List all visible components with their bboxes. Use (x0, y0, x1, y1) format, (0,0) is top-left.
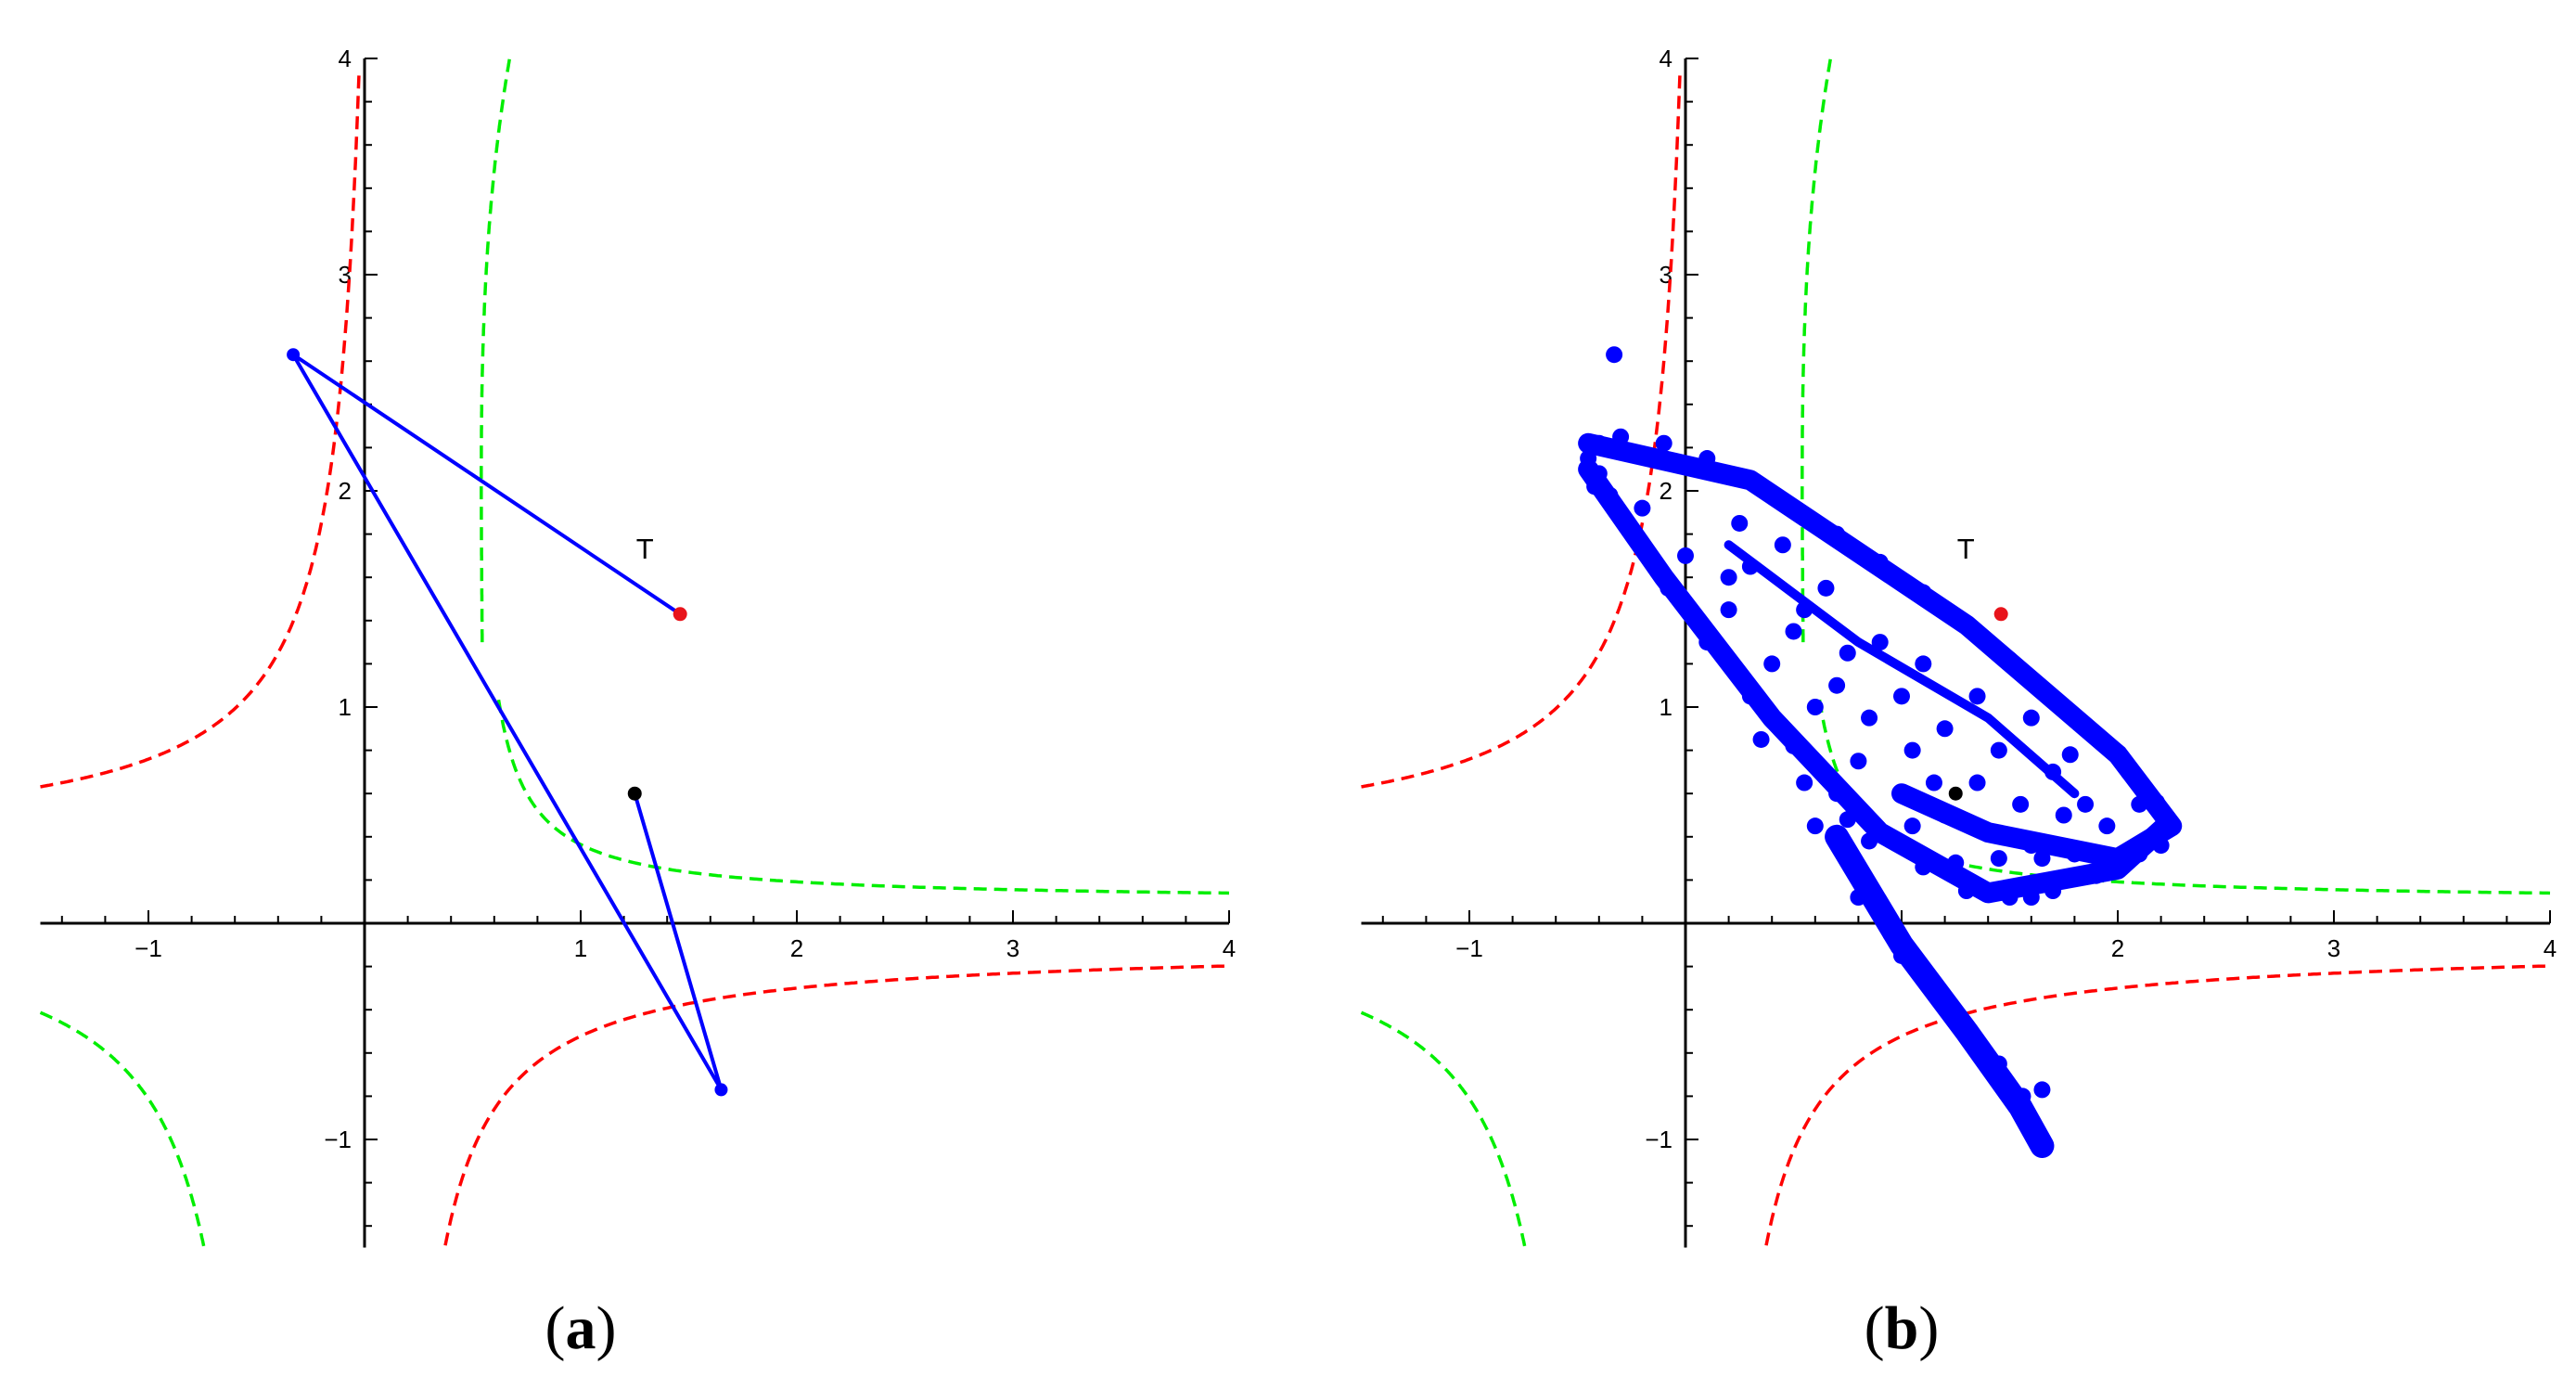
point-T-marker (673, 607, 687, 622)
y-tick-label: −1 (324, 1126, 352, 1153)
scatter-point (1796, 774, 1813, 791)
y-tick-label: 1 (1660, 693, 1672, 721)
scatter-point (2077, 795, 2095, 813)
scatter-point (1655, 434, 1672, 452)
panel-label-letter: b (1885, 1294, 1919, 1362)
scatter-point (1720, 601, 1737, 619)
scatter-point (1839, 644, 1856, 662)
x-tick-label: 3 (2327, 934, 2340, 962)
scatter-point (1850, 753, 1867, 770)
orbit-point (714, 1083, 728, 1097)
point-T-label: T (1957, 533, 1975, 565)
scatter-point (1785, 623, 1802, 640)
scatter-point (2012, 795, 2030, 813)
scatter-point (1968, 688, 1986, 705)
scatter-point (1731, 514, 1749, 532)
scatter-point (1936, 720, 1954, 738)
scatter-band-lower (1578, 458, 2176, 904)
green-dashed-curve-lower (1360, 1010, 1527, 1248)
scatter-point (1861, 709, 1878, 727)
scatter-point (1915, 655, 1932, 673)
scatter-point (1828, 676, 1846, 694)
scatter-point (1893, 688, 1910, 705)
fixed-point-marker (1948, 786, 1963, 801)
point-T-marker (1993, 607, 2008, 622)
scatter-point (1606, 346, 1623, 364)
scatter-point (1925, 774, 1942, 791)
y-tick-label: −1 (1645, 1126, 1672, 1153)
red-dashed-curve-upper (1361, 69, 1682, 789)
scatter-point (2033, 1081, 2051, 1099)
scatter-point (1968, 774, 1986, 791)
scatter-point (2055, 806, 2072, 824)
red-dashed-curve-lower (443, 964, 1230, 1246)
scatter-band-inner (1724, 540, 2080, 799)
panel-label-close: ) (596, 1294, 617, 1362)
x-tick-label: −1 (135, 934, 162, 962)
panel-label: (b) (1865, 1294, 1940, 1362)
x-tick-label: 4 (1223, 934, 1236, 962)
orbit-line (291, 353, 724, 1091)
scatter-point (1806, 817, 1824, 835)
y-tick-label: 2 (339, 477, 352, 505)
x-tick-label: 3 (1006, 934, 1019, 962)
scatter-point (1763, 655, 1781, 673)
orbit-point (287, 348, 301, 362)
x-tick-label: 4 (2544, 934, 2557, 962)
panel-label: (a) (545, 1294, 617, 1362)
scatter-point (1774, 536, 1791, 554)
x-tick-label: 1 (574, 934, 587, 962)
point-T-label: T (636, 533, 654, 565)
red-dashed-curve-lower (1764, 964, 2551, 1246)
y-tick-label: 2 (1660, 477, 1672, 505)
scatter-point (1903, 817, 1921, 835)
x-tick-label: −1 (1455, 934, 1483, 962)
scatter-point (1990, 741, 2007, 759)
panel-label-close: ) (1918, 1294, 1939, 1362)
green-dashed-curve-right (496, 699, 1230, 895)
red-dashed-curve-upper (40, 69, 361, 789)
y-tick-label: 1 (339, 693, 352, 721)
x-tick-label: 2 (2111, 934, 2124, 962)
scatter-band-tail (1825, 824, 2055, 1158)
green-dashed-curve-upper (480, 58, 512, 643)
panel-label-letter: a (566, 1294, 596, 1362)
panel-label-open: ( (545, 1294, 566, 1362)
scatter-point (2061, 746, 2079, 764)
scatter-point (1752, 730, 1770, 748)
green-dashed-curve-lower (39, 1010, 206, 1248)
scatter-point (1990, 850, 2007, 868)
y-tick-label: 4 (339, 45, 352, 72)
green-dashed-curve-upper (1801, 58, 1833, 643)
scatter-point (2022, 709, 2040, 727)
scatter-point (2098, 817, 2116, 835)
panel-label-open: ( (1865, 1294, 1885, 1362)
scatter-point (1806, 699, 1824, 715)
scatter-point (1677, 547, 1694, 564)
scatter-point (1817, 579, 1835, 597)
scatter-point (1903, 741, 1921, 759)
y-tick-label: 4 (1660, 45, 1672, 72)
scatter-point (1634, 499, 1651, 517)
scatter-point (1871, 634, 1889, 651)
scatter-band-upper (1578, 432, 2183, 869)
fixed-point-marker (627, 786, 642, 801)
scatter-point (1720, 569, 1737, 586)
x-tick-label: 2 (790, 934, 803, 962)
